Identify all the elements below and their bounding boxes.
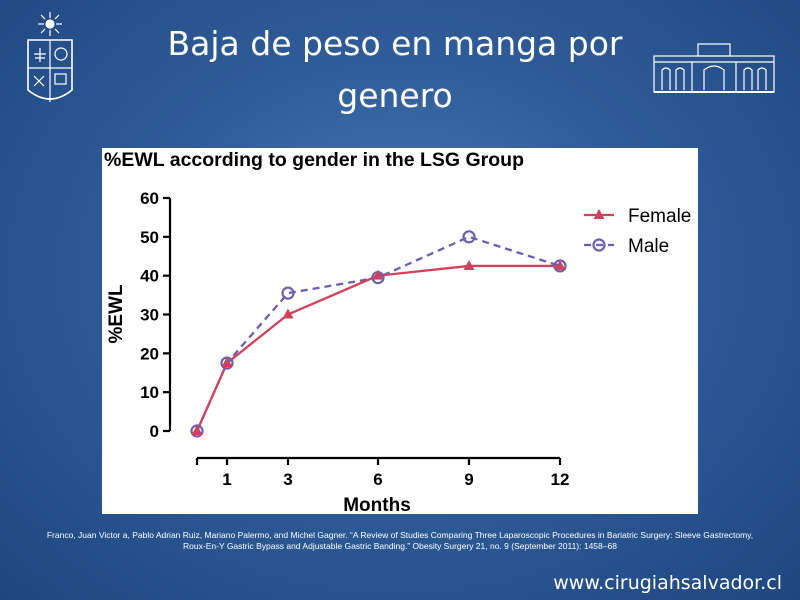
chart-title: %EWL according to gender in the LSG Grou… — [104, 149, 524, 171]
x-tick-label: 6 — [373, 470, 382, 489]
female-series-marker — [282, 308, 294, 319]
line-chart: %EWL according to gender in the LSG Grou… — [104, 149, 691, 516]
x-tick-label: 1 — [222, 470, 231, 489]
female-series-line — [195, 264, 560, 432]
slide-title: Baja de peso en manga por genero — [167, 24, 623, 115]
chart-panel: %EWL according to gender in the LSG Grou… — [102, 148, 698, 516]
legend-female-marker — [593, 209, 605, 219]
female-series-marker — [221, 357, 233, 368]
female-series-marker — [463, 259, 475, 270]
y-tick-label: 30 — [140, 306, 159, 325]
building-logo — [653, 43, 775, 93]
y-tick-label: 0 — [150, 422, 159, 441]
citation-text: Franco, Juan Victor a, Pablo Adrian Ruiz… — [46, 530, 754, 551]
x-tick-label: 9 — [464, 470, 473, 489]
website-url: www.cirugiahsalvador.cl — [553, 572, 782, 594]
legend-item-male: Male — [584, 236, 669, 257]
y-tick-label: 50 — [140, 228, 159, 247]
x-axis-label: Months — [343, 495, 411, 514]
legend-item-female: Female — [584, 206, 691, 227]
legend-male-marker — [592, 238, 606, 252]
female-series-marker — [191, 425, 203, 435]
y-axis-label: %EWL — [106, 284, 127, 344]
legend-label: Female — [628, 206, 691, 227]
female-series-marker — [372, 269, 384, 280]
y-tick-label: 60 — [140, 189, 159, 208]
y-tick-label: 40 — [140, 267, 159, 286]
university-crest-logo — [27, 12, 73, 102]
y-tick-label: 10 — [140, 383, 159, 402]
male-series-marker — [462, 230, 476, 244]
legend-label: Male — [628, 236, 669, 257]
male-series-marker — [281, 286, 295, 300]
y-tick-label: 20 — [140, 344, 159, 363]
x-tick-label: 3 — [283, 470, 292, 489]
x-tick-label: 12 — [551, 470, 570, 489]
female-series-marker — [554, 259, 566, 270]
